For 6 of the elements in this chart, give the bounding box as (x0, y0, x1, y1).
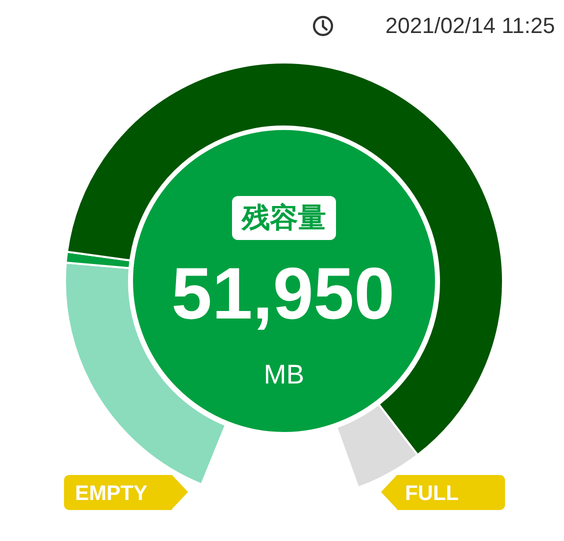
text: FULL (405, 482, 459, 505)
text: 51,950 (171, 254, 395, 334)
text: 残容量 (232, 196, 336, 240)
text: MB (264, 360, 304, 390)
text: 2021/02/14 11:25 (385, 13, 555, 38)
text: EMPTY (75, 482, 148, 505)
